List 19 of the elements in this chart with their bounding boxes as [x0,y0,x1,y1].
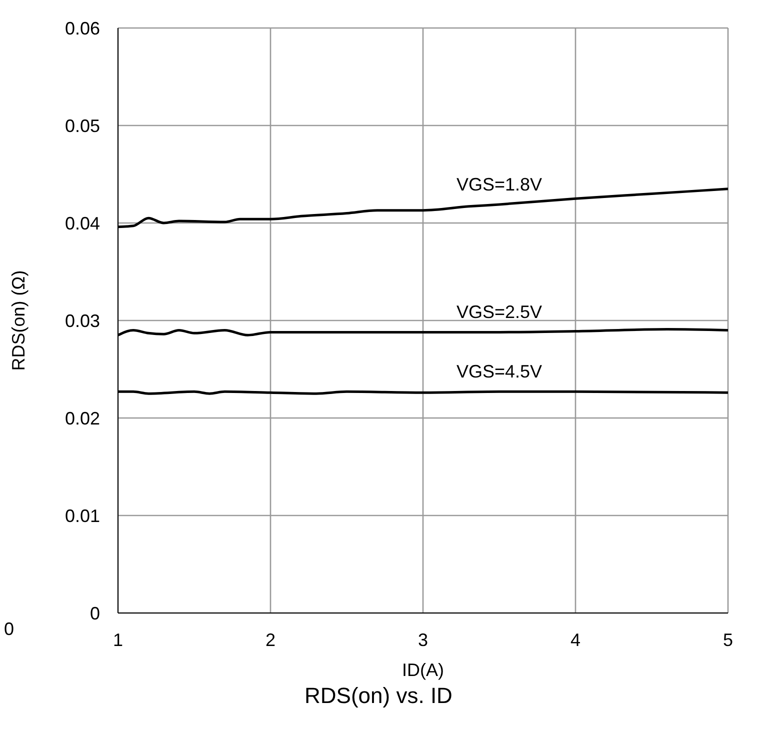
y-axis-title: RDS(on) (Ω) [8,270,28,371]
series-label: VGS=2.5V [456,302,542,322]
y-tick-label: 0.01 [64,506,100,526]
series-label: VGS=4.5V [456,362,542,382]
x-tick-label: 2 [265,630,276,650]
y-tick-label: 0.06 [64,18,100,38]
y-tick-label: 0.03 [64,310,100,331]
text: 0 [4,619,14,640]
y-tick-label: 0.05 [64,116,100,136]
text: RDS(on) vs. ID [304,683,454,709]
y-tick-label: 0.04 [64,213,100,234]
y-tick-label: 0 [90,603,100,624]
series-label: VGS=1.8V [456,174,542,194]
x-tick-label: 1 [112,630,124,650]
x-axis-title: ID(A) [402,660,444,680]
x-tick-label: 3 [418,630,428,650]
y-tick-label: 0.02 [64,408,100,428]
x-tick-label: 4 [570,630,581,650]
x-tick-label: 5 [722,630,734,650]
